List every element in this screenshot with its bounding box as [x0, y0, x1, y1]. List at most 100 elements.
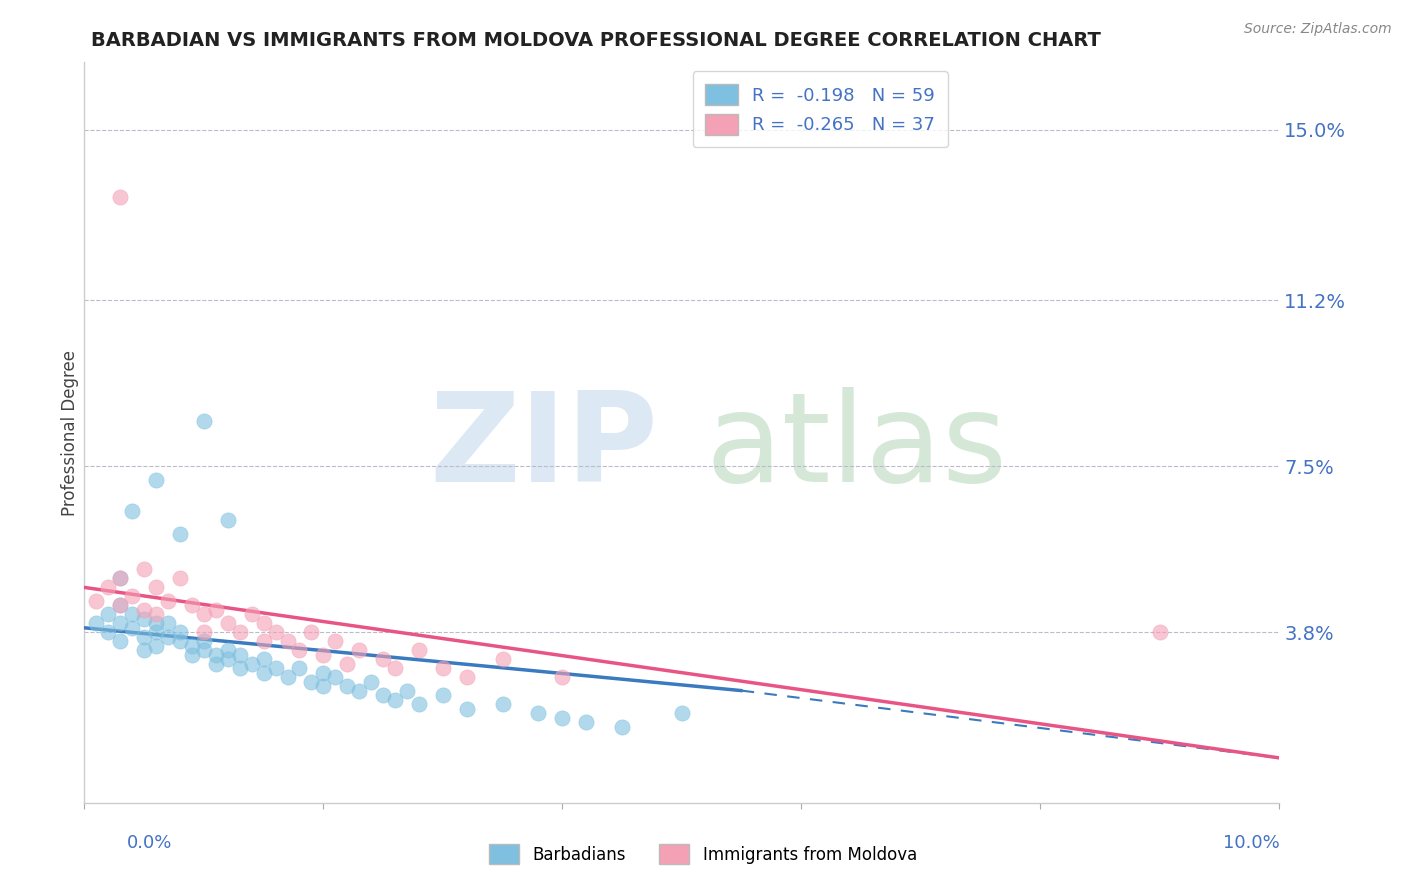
Point	[277, 634, 299, 648]
Point	[408, 697, 430, 711]
Text: Source: ZipAtlas.com: Source: ZipAtlas.com	[1244, 22, 1392, 37]
Point	[132, 562, 156, 576]
Point	[205, 648, 228, 662]
Point	[240, 607, 263, 622]
Point	[97, 607, 120, 622]
Point	[325, 670, 347, 684]
Point	[253, 652, 276, 666]
Point	[110, 571, 132, 585]
Point	[181, 599, 204, 613]
Point	[145, 625, 167, 640]
Point	[132, 643, 156, 657]
Point	[277, 670, 299, 684]
Point	[671, 706, 693, 720]
Point	[169, 625, 191, 640]
Text: 10.0%: 10.0%	[1223, 834, 1279, 852]
Point	[193, 643, 215, 657]
Point	[312, 648, 335, 662]
Point	[193, 414, 215, 428]
Point	[456, 701, 478, 715]
Point	[1149, 625, 1171, 640]
Point	[575, 714, 598, 729]
Point	[110, 190, 132, 204]
Point	[396, 683, 419, 698]
Point	[132, 603, 156, 617]
Point	[492, 697, 515, 711]
Y-axis label: Professional Degree: Professional Degree	[62, 350, 80, 516]
Text: ZIP: ZIP	[429, 387, 658, 508]
Point	[336, 657, 359, 671]
Point	[551, 710, 574, 724]
Point	[157, 630, 180, 644]
Point	[217, 616, 239, 631]
Point	[373, 652, 395, 666]
Point	[312, 665, 335, 680]
Point	[97, 625, 120, 640]
Text: atlas: atlas	[706, 387, 1008, 508]
Point	[240, 657, 263, 671]
Text: BARBADIAN VS IMMIGRANTS FROM MOLDOVA PROFESSIONAL DEGREE CORRELATION CHART: BARBADIAN VS IMMIGRANTS FROM MOLDOVA PRO…	[91, 31, 1101, 50]
Point	[132, 630, 156, 644]
Point	[110, 599, 132, 613]
Point	[228, 661, 252, 675]
Point	[288, 643, 311, 657]
Point	[384, 692, 406, 706]
Point	[492, 652, 515, 666]
Point	[408, 643, 430, 657]
Point	[181, 639, 204, 653]
Point	[145, 473, 167, 487]
Point	[121, 590, 143, 604]
Point	[193, 634, 215, 648]
Point	[132, 612, 156, 626]
Point	[349, 643, 371, 657]
Point	[217, 643, 239, 657]
Point	[253, 634, 276, 648]
Point	[169, 634, 191, 648]
Point	[301, 674, 323, 689]
Point	[169, 571, 191, 585]
Point	[145, 616, 167, 631]
Point	[228, 625, 252, 640]
Point	[301, 625, 323, 640]
Point	[110, 634, 132, 648]
Legend: Barbadians, Immigrants from Moldova: Barbadians, Immigrants from Moldova	[482, 838, 924, 871]
Point	[432, 661, 454, 675]
Point	[205, 603, 228, 617]
Point	[97, 581, 120, 595]
Point	[253, 616, 276, 631]
Point	[145, 581, 167, 595]
Point	[456, 670, 478, 684]
Point	[312, 679, 335, 693]
Point	[110, 616, 132, 631]
Point	[157, 594, 180, 608]
Point	[253, 665, 276, 680]
Point	[288, 661, 311, 675]
Point	[228, 648, 252, 662]
Point	[157, 616, 180, 631]
Point	[349, 683, 371, 698]
Point	[432, 688, 454, 702]
Point	[360, 674, 382, 689]
Point	[336, 679, 359, 693]
Point	[193, 607, 215, 622]
Point	[86, 616, 108, 631]
Point	[217, 652, 239, 666]
Point	[86, 594, 108, 608]
Point	[110, 571, 132, 585]
Point	[121, 621, 143, 635]
Point	[612, 719, 634, 733]
Point	[110, 599, 132, 613]
Point	[121, 504, 143, 518]
Point	[551, 670, 574, 684]
Point	[527, 706, 550, 720]
Point	[325, 634, 347, 648]
Point	[373, 688, 395, 702]
Point	[145, 639, 167, 653]
Point	[193, 625, 215, 640]
Text: 0.0%: 0.0%	[127, 834, 172, 852]
Point	[205, 657, 228, 671]
Point	[145, 607, 167, 622]
Point	[181, 648, 204, 662]
Point	[264, 661, 287, 675]
Point	[217, 513, 239, 527]
